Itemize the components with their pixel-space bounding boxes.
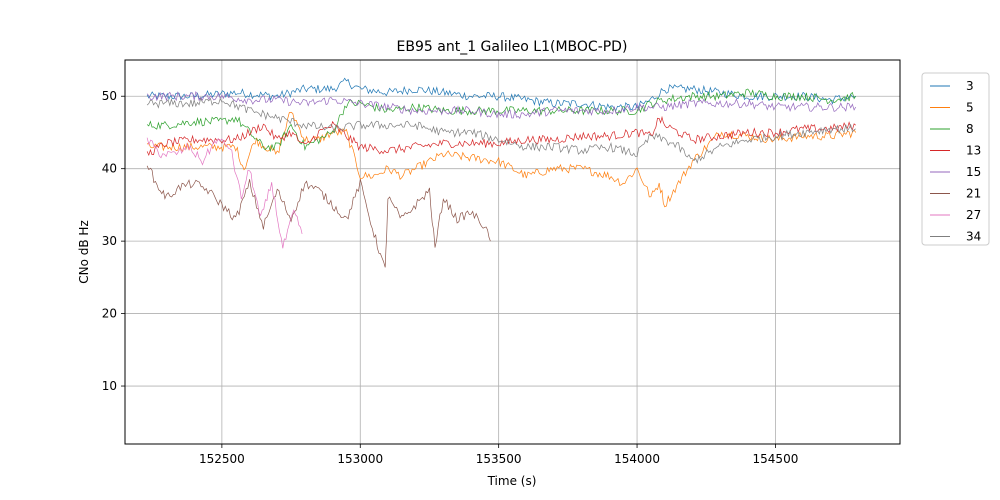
y-axis-label: CNo dB Hz	[77, 220, 91, 284]
legend-label: 8	[966, 122, 974, 136]
legend-label: 27	[966, 208, 981, 222]
y-tick-label: 50	[102, 89, 117, 103]
series-line-13	[146, 115, 856, 156]
chart-title: EB95 ant_1 Galileo L1(MBOC-PD)	[397, 39, 628, 55]
series-line-8	[146, 88, 856, 153]
x-tick-label: 152500	[199, 452, 245, 466]
legend-box	[921, 72, 990, 246]
legend-label: 3	[966, 79, 974, 93]
legend-label: 15	[966, 165, 981, 179]
series-line-34	[146, 97, 856, 165]
legend-label: 13	[966, 144, 981, 158]
x-tick-label: 154500	[753, 452, 799, 466]
legend-label: 34	[966, 230, 981, 244]
series-line-27	[146, 137, 303, 249]
series-line-15	[146, 91, 857, 120]
x-tick-label: 153000	[337, 452, 383, 466]
x-axis-label: Time (s)	[487, 474, 537, 488]
series-layer	[146, 77, 857, 268]
legend-label: 21	[966, 187, 981, 201]
x-tick-label: 153500	[476, 452, 522, 466]
x-tick-label: 154000	[614, 452, 660, 466]
series-line-21	[146, 165, 491, 268]
y-tick-label: 20	[102, 307, 117, 321]
plot-frame	[124, 59, 901, 445]
legend: 3 5 8 13 15 21 27 34	[921, 72, 990, 246]
y-tick-label: 40	[102, 162, 117, 176]
legend-label: 5	[966, 101, 974, 115]
axis-ticks: 152500 153000 153500 154000 154500 10 20 30 40 50	[102, 89, 799, 466]
y-tick-label: 10	[102, 379, 117, 393]
series-line-3	[146, 77, 856, 113]
y-tick-label: 30	[102, 234, 117, 248]
